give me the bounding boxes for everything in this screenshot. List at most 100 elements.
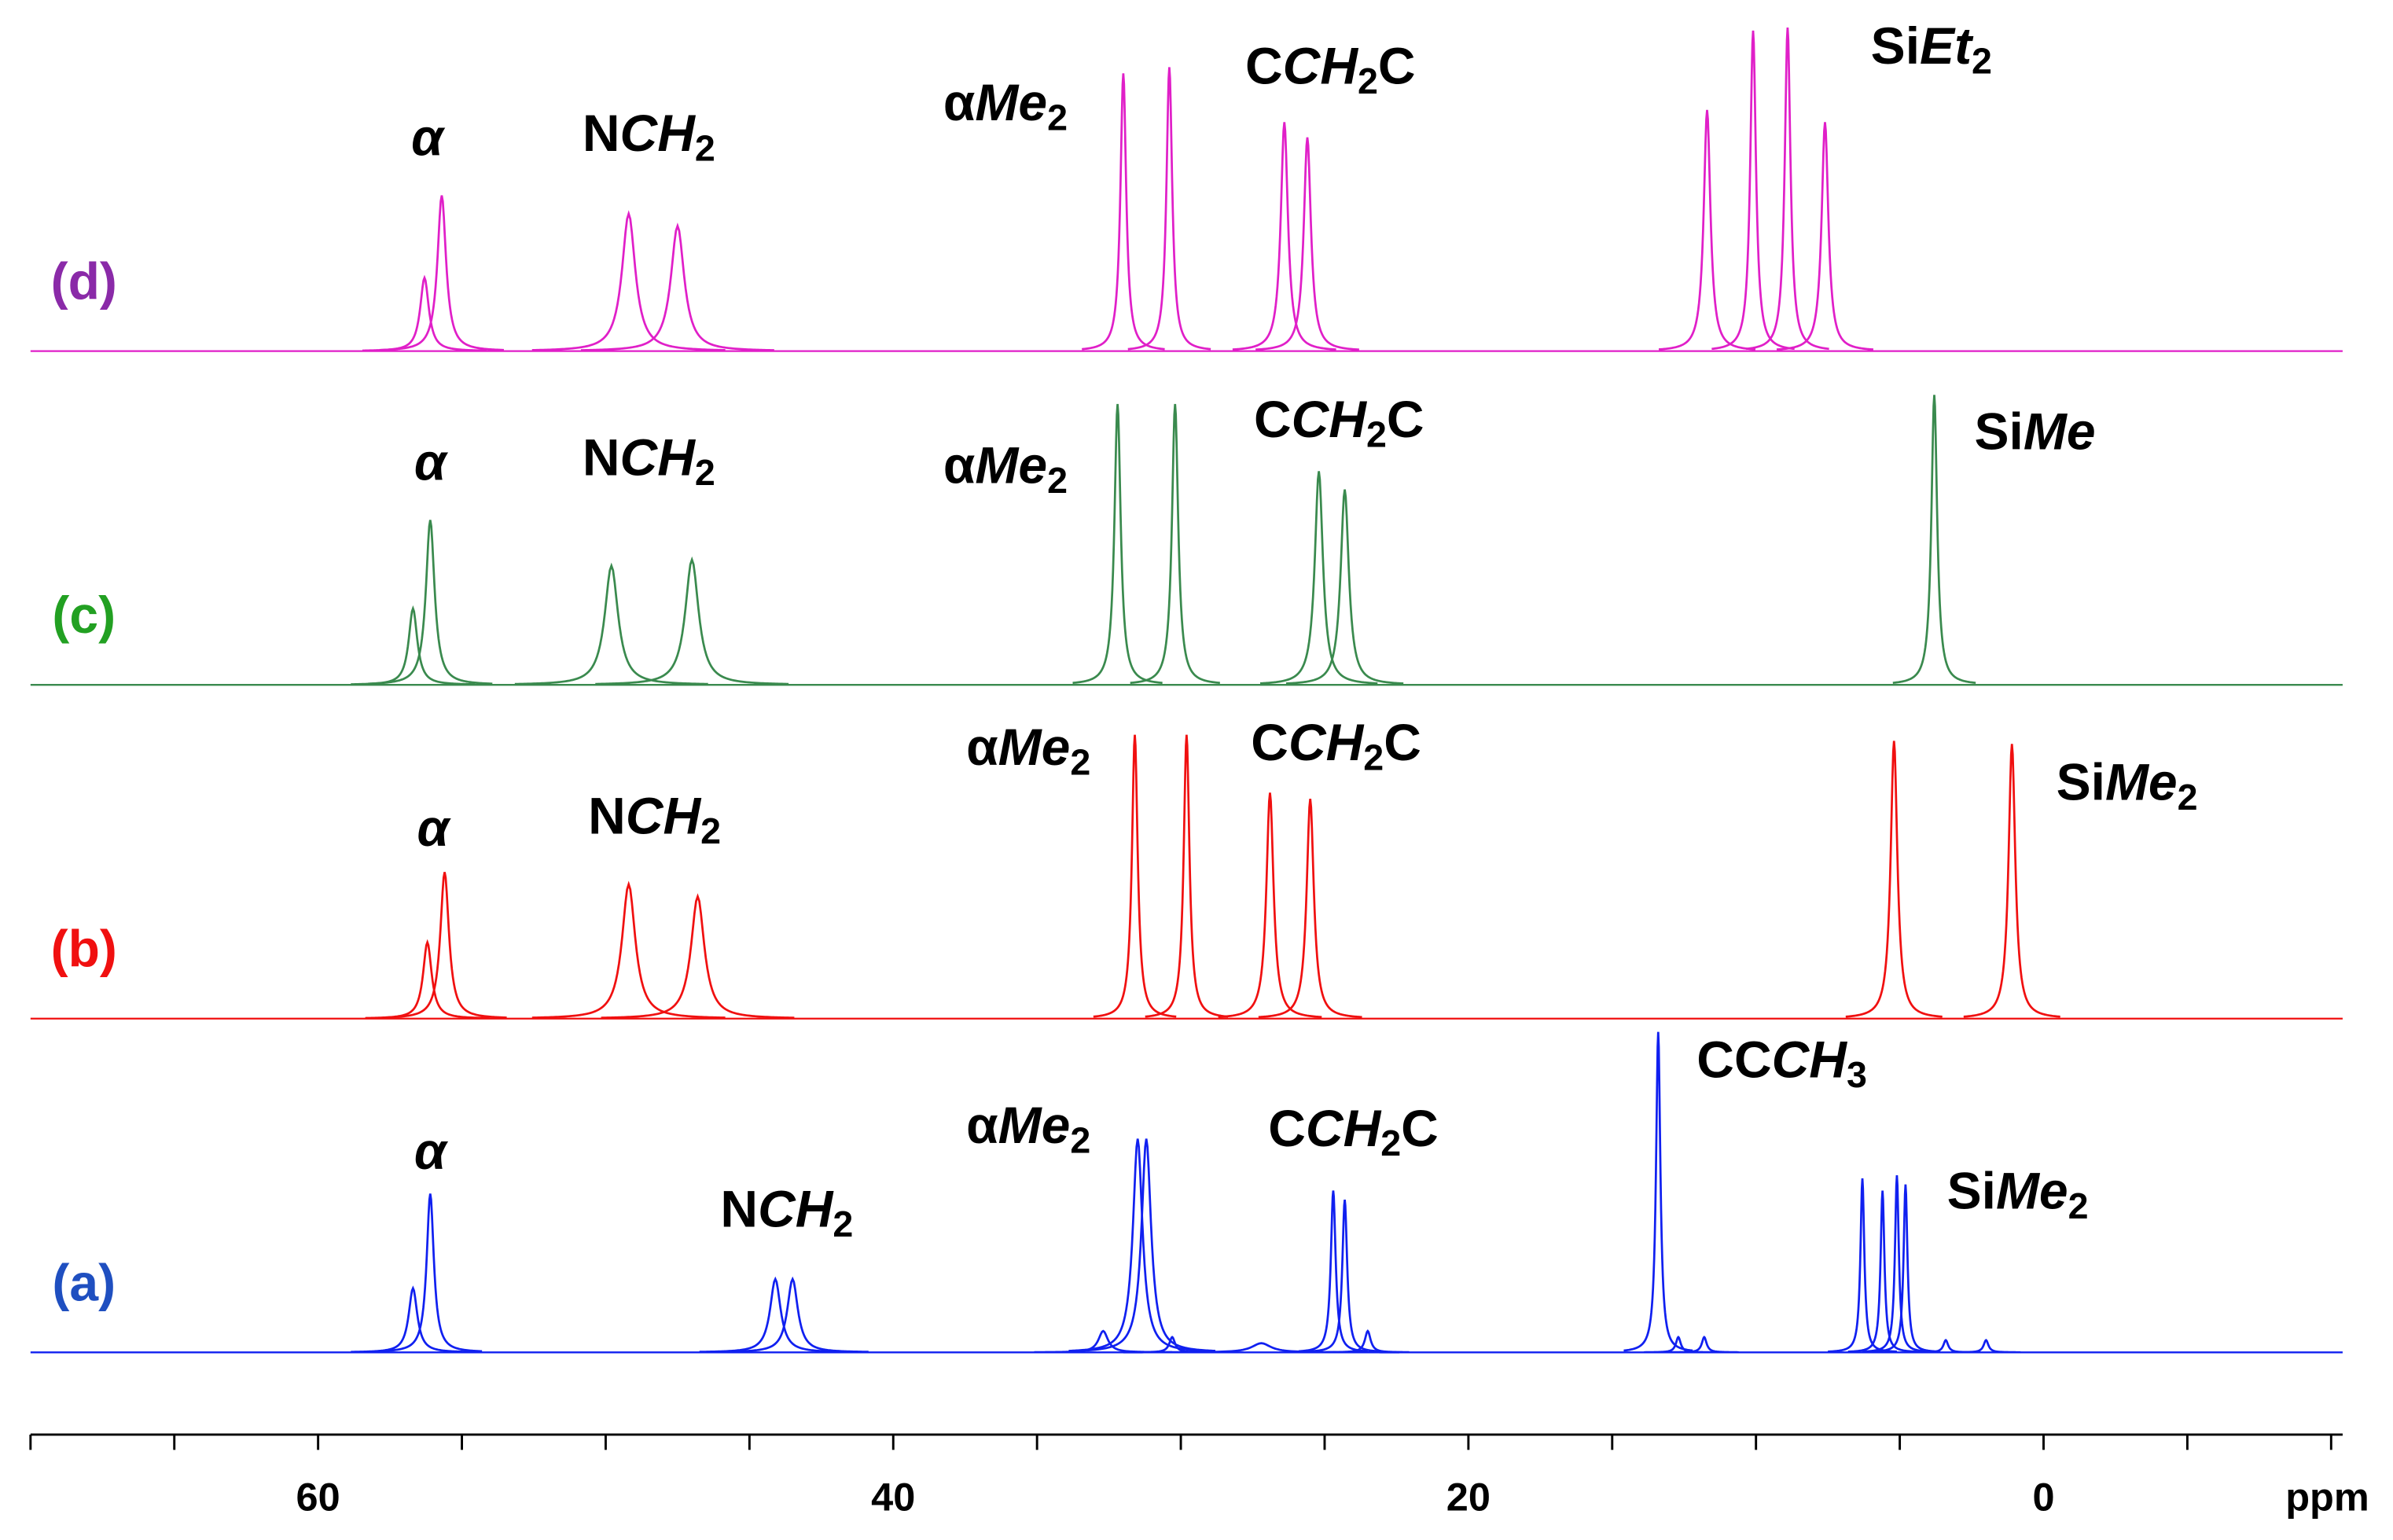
peak: [1845, 741, 1943, 1018]
peak: [1623, 1031, 1693, 1352]
peak: [514, 562, 708, 685]
peak: [1776, 122, 1874, 351]
annotation-part: C: [1378, 37, 1416, 95]
peak: [1746, 27, 1829, 351]
peak: [1130, 403, 1220, 685]
annotation-part: N: [583, 428, 620, 487]
series-label: (c): [52, 586, 116, 644]
peak: [531, 210, 726, 351]
annotation-part: 3: [1847, 1054, 1867, 1095]
peak: [1259, 471, 1378, 685]
peak-annotation: αMe2: [943, 436, 1068, 501]
annotation-part: 2: [1358, 61, 1378, 101]
annotation-part: CH: [620, 104, 697, 162]
peak: [1072, 403, 1163, 685]
annotation-part: CH: [1306, 1099, 1382, 1157]
peak: [378, 1193, 483, 1353]
peak: [1951, 1339, 2021, 1354]
annotation-part: CH: [1283, 37, 1359, 95]
peak: [351, 1285, 476, 1354]
annotation-part: CH: [1292, 391, 1368, 449]
annotation-part: 2: [695, 128, 715, 169]
annotation-part: C: [1387, 391, 1424, 449]
annotation-part: C: [1401, 1099, 1439, 1157]
peak-annotation: SiMe2: [2057, 753, 2198, 818]
peak: [1218, 792, 1322, 1019]
annotation-part: 2: [1047, 97, 1068, 138]
peak-annotation: SiEt2: [1871, 17, 1992, 82]
peak: [1145, 734, 1229, 1018]
peak: [1892, 395, 1976, 684]
annotation-part: α: [966, 718, 998, 776]
annotation-part: Me: [998, 718, 1071, 776]
annotation-part: CH: [626, 787, 702, 845]
annotation-part: 2: [1380, 1123, 1401, 1164]
peak-annotation: CCH2C: [1245, 37, 1416, 101]
annotation-part: Me: [975, 436, 1047, 494]
annotation-part: CH: [1772, 1031, 1848, 1089]
annotation-part: CH: [620, 428, 697, 487]
annotation-part: 2: [1070, 1120, 1090, 1161]
peak: [1258, 799, 1362, 1019]
peak: [531, 880, 726, 1019]
annotation-part: 2: [2068, 1185, 2089, 1226]
annotation-part: 2: [1972, 41, 1992, 82]
x-tick-label: 0: [2032, 1475, 2054, 1520]
peak-annotation: αMe2: [966, 1096, 1090, 1160]
annotation-part: C: [1245, 37, 1283, 95]
peak-annotation: NCH2: [583, 104, 715, 168]
peak: [1310, 1200, 1380, 1353]
annotation-part: 2: [695, 453, 715, 494]
annotation-part: α: [411, 108, 446, 167]
annotation-part: Me: [975, 73, 1047, 131]
peak-annotation: NCH2: [588, 787, 721, 851]
annotation-part: Si: [1974, 402, 2023, 461]
peak: [368, 520, 493, 685]
annotation-part: C: [1268, 1099, 1306, 1157]
peak: [1644, 1335, 1713, 1354]
peak: [1828, 1178, 1898, 1353]
peak-annotation: α: [414, 1122, 449, 1180]
annotation-part: α: [943, 73, 976, 131]
peak: [1298, 1190, 1368, 1353]
annotation-part: 2: [833, 1204, 853, 1244]
peak: [1963, 744, 2060, 1018]
annotation-part: CH: [1288, 714, 1365, 772]
peak: [1255, 137, 1359, 351]
peak: [1285, 489, 1404, 685]
peak-annotation: CCH2C: [1268, 1099, 1439, 1163]
series-label: (d): [51, 252, 117, 311]
x-tick-label: 60: [296, 1475, 340, 1520]
annotation-part: α: [417, 799, 451, 857]
peak-annotation: α: [411, 108, 446, 167]
peak-annotation: α: [417, 799, 451, 857]
annotation-part: 2: [1363, 737, 1384, 778]
peak: [601, 893, 795, 1020]
annotation-part: α: [414, 433, 449, 491]
annotation-part: 2: [1047, 460, 1068, 501]
annotation-part: α: [414, 1122, 449, 1180]
annotation-part: α: [943, 436, 976, 494]
peak: [1127, 67, 1211, 351]
annotation-part: Si: [1947, 1162, 1996, 1220]
peak-annotation: CCCH3: [1696, 1031, 1867, 1095]
peak-annotation: SiMe: [1974, 402, 2095, 461]
peak: [580, 222, 774, 351]
peak-annotation: αMe2: [943, 73, 1068, 138]
x-axis-label: ppm: [2285, 1475, 2369, 1520]
annotation-part: Me: [998, 1096, 1071, 1154]
annotation-part: CC: [1696, 1031, 1771, 1089]
peak: [1658, 109, 1756, 351]
x-tick-label: 40: [871, 1475, 915, 1520]
annotation-part: 2: [1366, 414, 1387, 455]
x-tick-label: 20: [1446, 1475, 1491, 1520]
peak: [1232, 122, 1336, 351]
peak: [1862, 1175, 1932, 1353]
peak-annotation: SiMe2: [1947, 1162, 2089, 1226]
peak: [1669, 1335, 1739, 1354]
annotation-part: 2: [700, 810, 721, 851]
annotation-part: 2: [1070, 742, 1090, 783]
peak-annotation: α: [414, 433, 449, 491]
